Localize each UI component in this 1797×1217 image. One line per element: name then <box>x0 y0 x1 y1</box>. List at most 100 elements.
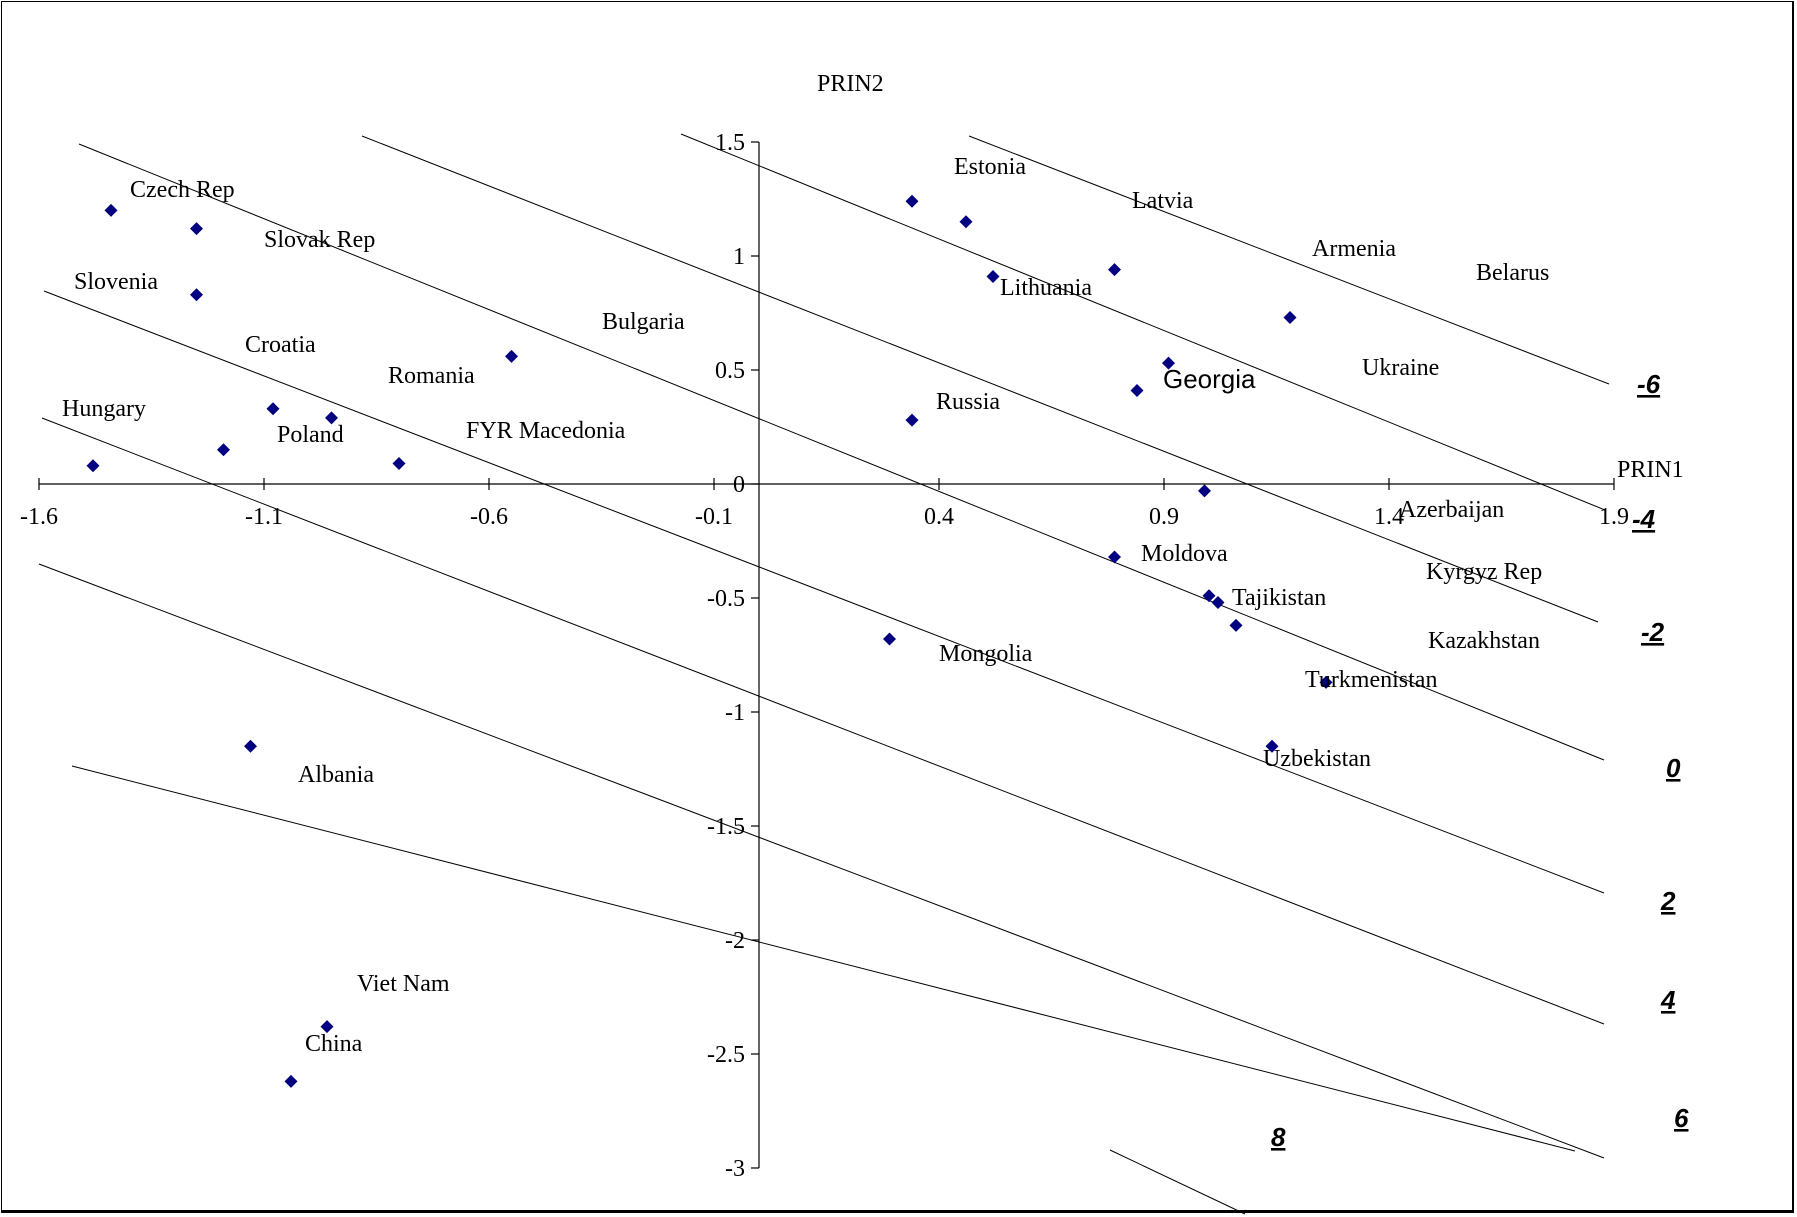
data-point-hungary <box>86 459 100 473</box>
data-point-lithuania <box>986 270 1000 284</box>
point-label-hungary: Hungary <box>62 396 146 422</box>
data-point-romania <box>325 411 338 425</box>
contour-label: 2 <box>1660 886 1676 916</box>
data-points <box>86 194 1333 1088</box>
contour-labels: -6 -4 -2 0 2 4 6 8 <box>1271 369 1689 1152</box>
data-point-mongolia <box>883 632 896 646</box>
data-point-estonia <box>905 194 919 208</box>
y-tick-label: -1 <box>725 700 745 726</box>
point-label-uzbekistan: Uzbekistan <box>1263 746 1371 772</box>
y-tick-label: 0 <box>733 472 745 498</box>
data-point-turkmenistan <box>1319 675 1333 689</box>
data-point-tajikistan <box>1211 596 1225 610</box>
data-point-uzbekistan <box>1265 739 1279 753</box>
contour-line <box>43 290 1605 894</box>
x-tick-label: 1.4 <box>1374 504 1404 530</box>
data-point-croatia <box>266 402 280 416</box>
axes: -1.6 -1.1 -0.6 -0.1 0.4 0.9 1.4 1.9 1.5 1 0.5 0 -0.5… <box>20 130 1629 1182</box>
point-label-slovak-rep: Slovak Rep <box>264 227 375 253</box>
y-tick-label: 1 <box>733 244 745 270</box>
contour-line <box>38 563 1605 1159</box>
point-label-china: China <box>305 1031 363 1057</box>
point-label-mongolia: Mongolia <box>939 641 1033 667</box>
point-label-czech-rep: Czech Rep <box>130 177 235 203</box>
data-point-kazakhstan <box>1229 618 1243 632</box>
point-label-armenia: Armenia <box>1312 236 1396 262</box>
x-axis-title: PRIN1 <box>1617 457 1684 483</box>
data-point-fyr-macedonia <box>392 456 406 470</box>
point-label-tajikistan: Tajikistan <box>1232 585 1326 611</box>
contour-line <box>41 417 1605 1025</box>
data-point-china <box>284 1074 298 1088</box>
x-tick-label: -0.6 <box>470 504 508 530</box>
data-point-russia <box>905 413 919 427</box>
contour-line <box>1109 1149 1246 1215</box>
contour-label: 4 <box>1660 985 1676 1015</box>
data-point-poland <box>217 443 230 457</box>
contour-line <box>78 143 1605 761</box>
x-tick-label: -0.1 <box>695 504 733 530</box>
contour-label: 0 <box>1666 753 1681 783</box>
x-tick-label: 0.4 <box>924 504 954 530</box>
contour-label: -2 <box>1641 617 1665 647</box>
point-label-turkmenistan: Turkmenistan <box>1305 667 1437 693</box>
contour-line <box>968 135 1610 385</box>
y-tick-label: 1.5 <box>715 130 745 156</box>
point-label-kazakhstan: Kazakhstan <box>1428 628 1540 654</box>
x-tick-label: 0.9 <box>1149 504 1179 530</box>
contour-line <box>680 133 1606 511</box>
point-labels: Czech Rep Slovak Rep Slovenia Croatia Hungar… <box>62 154 1549 1057</box>
y-tick-label: -2.5 <box>707 1042 745 1068</box>
data-point-czech-rep <box>104 203 118 217</box>
point-label-romania: Romania <box>388 363 475 389</box>
point-label-ukraine: Ukraine <box>1362 355 1439 381</box>
point-label-azerbaijan: Azerbaijan <box>1399 497 1504 523</box>
contour-line <box>361 135 1599 623</box>
point-label-croatia: Croatia <box>245 332 316 358</box>
data-point-slovak-rep <box>190 222 203 236</box>
x-tick-label: 1.9 <box>1599 504 1629 530</box>
data-point-albania <box>244 739 257 753</box>
point-label-belarus: Belarus <box>1476 260 1549 286</box>
x-tick-label: -1.1 <box>245 504 283 530</box>
point-label-lithuania: Lithuania <box>1000 275 1092 301</box>
y-tick-label: -3 <box>725 1156 745 1182</box>
point-label-latvia: Latvia <box>1132 188 1194 214</box>
data-point-moldova <box>1108 550 1121 564</box>
point-label-albania: Albania <box>298 762 374 788</box>
y-axis-title: PRIN2 <box>817 71 884 97</box>
data-point-viet-nam <box>320 1020 334 1034</box>
data-point-bulgaria <box>505 349 518 363</box>
contour-label: -6 <box>1637 369 1661 399</box>
point-label-poland: Poland <box>277 422 344 448</box>
contour-label: -4 <box>1632 504 1656 534</box>
x-tick-label: -1.6 <box>20 504 58 530</box>
point-label-georgia: Georgia <box>1163 364 1256 394</box>
data-point-ukraine <box>1162 356 1175 370</box>
data-point-azerbaijan <box>1198 484 1211 498</box>
point-label-bulgaria: Bulgaria <box>602 309 685 335</box>
y-tick-label: 0.5 <box>715 358 745 384</box>
y-tick-label: -0.5 <box>707 586 745 612</box>
point-label-viet-nam: Viet Nam <box>357 971 450 997</box>
data-point-slovenia <box>190 288 203 302</box>
point-label-estonia: Estonia <box>954 154 1026 180</box>
point-label-fyr-macedonia: FYR Macedonia <box>466 418 626 444</box>
point-label-slovenia: Slovenia <box>74 269 158 295</box>
data-point-latvia <box>959 215 973 229</box>
data-point-armenia <box>1108 263 1121 277</box>
point-label-moldova: Moldova <box>1141 541 1228 567</box>
data-point-kyrgyz-rep <box>1202 589 1216 603</box>
contour-line <box>71 765 1576 1152</box>
contour-lines <box>38 133 1610 1215</box>
contour-label: 8 <box>1271 1122 1286 1152</box>
point-label-russia: Russia <box>936 389 1000 415</box>
y-tick-label: -2 <box>725 928 745 954</box>
contour-label: 6 <box>1674 1103 1689 1133</box>
data-point-georgia <box>1130 384 1144 398</box>
data-point-belarus <box>1283 311 1297 325</box>
point-label-kyrgyz-rep: Kyrgyz Rep <box>1426 559 1542 585</box>
